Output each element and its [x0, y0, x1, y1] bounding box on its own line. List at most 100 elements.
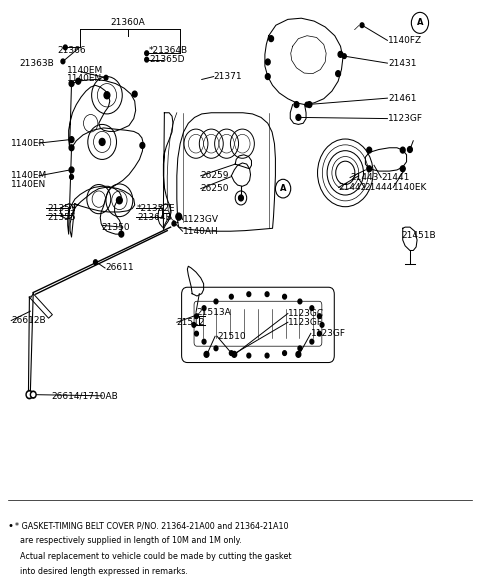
Text: 21431: 21431 — [388, 58, 417, 68]
Circle shape — [172, 221, 176, 226]
Circle shape — [94, 260, 97, 264]
Circle shape — [32, 393, 35, 397]
Text: 21353: 21353 — [48, 204, 76, 213]
Circle shape — [202, 306, 206, 311]
Circle shape — [26, 391, 33, 399]
Circle shape — [269, 36, 274, 42]
Circle shape — [99, 139, 105, 146]
Circle shape — [283, 294, 287, 299]
Circle shape — [69, 167, 74, 173]
Text: 21366: 21366 — [57, 46, 86, 55]
Circle shape — [214, 346, 218, 350]
Polygon shape — [354, 25, 360, 30]
Circle shape — [69, 81, 74, 87]
Circle shape — [70, 174, 73, 179]
Text: 26612B: 26612B — [11, 316, 46, 325]
Circle shape — [63, 45, 67, 50]
Circle shape — [204, 352, 209, 357]
Circle shape — [317, 331, 321, 336]
Circle shape — [367, 166, 372, 171]
Text: 1123GV: 1123GV — [182, 215, 218, 224]
Circle shape — [296, 352, 301, 357]
Circle shape — [247, 292, 251, 297]
Circle shape — [265, 292, 269, 297]
Circle shape — [317, 314, 321, 318]
Circle shape — [69, 137, 74, 143]
Circle shape — [360, 23, 364, 27]
Circle shape — [336, 71, 340, 77]
Text: 21360A: 21360A — [110, 18, 145, 27]
Circle shape — [229, 351, 233, 356]
Circle shape — [310, 306, 314, 311]
Text: 21371: 21371 — [214, 72, 242, 81]
Circle shape — [342, 54, 346, 59]
Circle shape — [132, 91, 137, 97]
Text: 21363B: 21363B — [20, 58, 55, 68]
Circle shape — [145, 57, 149, 62]
Text: 26250: 26250 — [201, 184, 229, 193]
Text: •: • — [8, 521, 14, 531]
Circle shape — [298, 346, 302, 350]
Text: Actual replacement to vehicle could be made by cutting the gasket: Actual replacement to vehicle could be m… — [15, 552, 291, 560]
Circle shape — [30, 391, 36, 398]
Circle shape — [247, 353, 251, 358]
Circle shape — [367, 147, 372, 153]
Circle shape — [192, 322, 196, 327]
Text: 21364B: 21364B — [137, 213, 172, 222]
Circle shape — [400, 166, 405, 171]
Circle shape — [229, 294, 233, 299]
Circle shape — [194, 331, 198, 336]
Circle shape — [265, 353, 269, 358]
Text: 1140AH: 1140AH — [182, 227, 218, 236]
Circle shape — [202, 339, 206, 344]
Text: 26259: 26259 — [201, 171, 229, 180]
Circle shape — [69, 145, 74, 151]
Text: *21352E: *21352E — [137, 204, 176, 213]
Text: 1140FZ: 1140FZ — [388, 36, 422, 45]
Circle shape — [320, 322, 324, 327]
Text: 1123GF: 1123GF — [288, 318, 323, 327]
Circle shape — [176, 213, 181, 220]
Circle shape — [104, 75, 108, 80]
Text: 21513A: 21513A — [196, 308, 231, 317]
Text: 1140ER: 1140ER — [11, 139, 46, 147]
Polygon shape — [30, 294, 52, 318]
Text: into desired length expressed in remarks.: into desired length expressed in remarks… — [15, 567, 188, 576]
Circle shape — [117, 197, 122, 204]
Text: 1140EK: 1140EK — [393, 183, 428, 192]
Text: 1140EN: 1140EN — [11, 180, 47, 189]
Text: 21442: 21442 — [338, 183, 367, 192]
Circle shape — [239, 195, 243, 201]
Circle shape — [140, 143, 145, 149]
Circle shape — [265, 59, 270, 65]
Text: 21444: 21444 — [364, 183, 393, 192]
Text: A: A — [417, 18, 423, 27]
Text: 1123GC: 1123GC — [288, 309, 324, 318]
Text: 26611: 26611 — [105, 263, 133, 273]
Circle shape — [298, 299, 302, 304]
Circle shape — [307, 102, 312, 108]
Text: 1140EN: 1140EN — [67, 74, 102, 84]
Circle shape — [283, 351, 287, 356]
Text: 21510: 21510 — [217, 332, 246, 341]
Circle shape — [119, 231, 124, 237]
Circle shape — [408, 147, 412, 153]
Circle shape — [338, 51, 343, 57]
Circle shape — [194, 314, 198, 318]
Circle shape — [76, 78, 81, 84]
Circle shape — [104, 92, 110, 99]
Text: 21365D: 21365D — [149, 55, 185, 64]
Text: A: A — [280, 184, 287, 193]
Circle shape — [61, 59, 65, 64]
Text: 1123GF: 1123GF — [388, 114, 423, 123]
Text: * GASKET-TIMING BELT COVER P/NO. 21364-21A00 and 21364-21A10: * GASKET-TIMING BELT COVER P/NO. 21364-2… — [15, 521, 288, 530]
Text: 21461: 21461 — [388, 94, 417, 102]
Circle shape — [145, 51, 149, 56]
Text: 21350: 21350 — [101, 223, 130, 232]
Text: 21512: 21512 — [177, 318, 205, 327]
Text: 21355: 21355 — [48, 213, 76, 222]
Text: 21443: 21443 — [350, 173, 378, 182]
Circle shape — [27, 393, 31, 397]
Text: 1140EM: 1140EM — [11, 171, 48, 180]
Circle shape — [310, 339, 314, 344]
